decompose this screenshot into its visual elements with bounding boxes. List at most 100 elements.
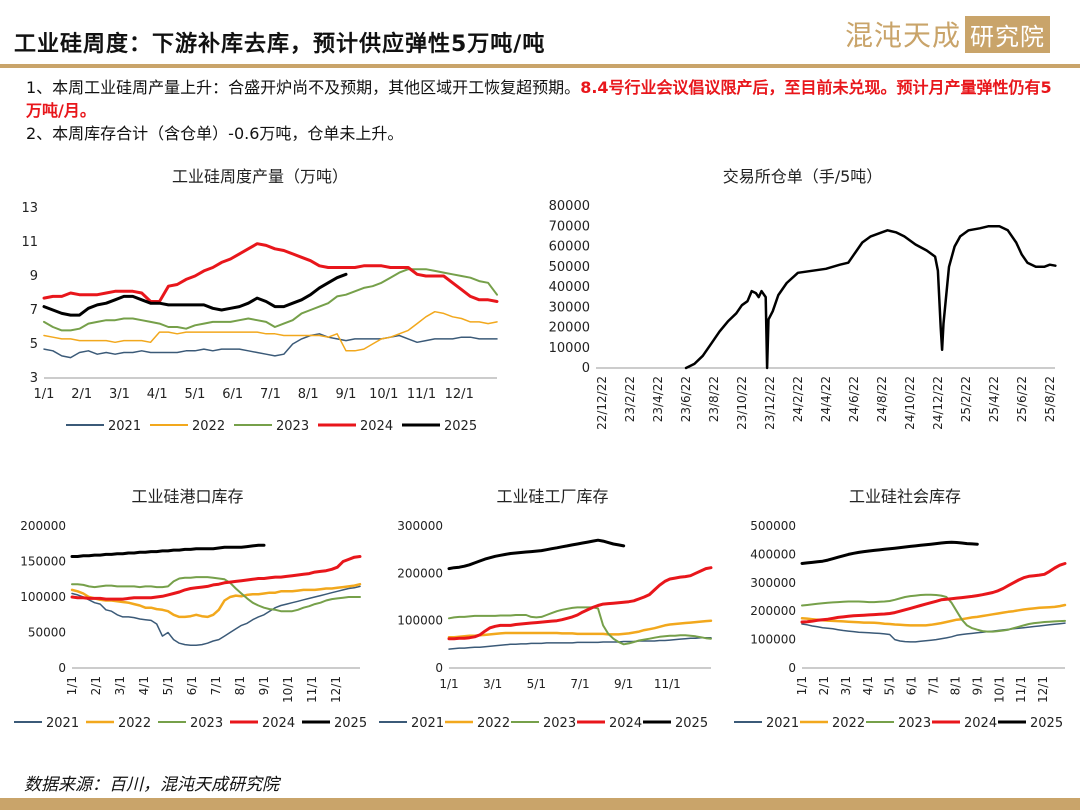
x-tick-label: 24/6/22 (847, 376, 861, 422)
note-line-2: 2、本周库存合计（含仓单）-0.6万吨，仓单未上升。 (26, 124, 404, 143)
x-tick-label: 11/1 (407, 387, 436, 402)
legend-label: 2022 (192, 419, 225, 434)
chart-factory-inventory-svg: 工业硅工厂库存 0 100000 200000 300000 1/1 3/1 5/1 7/1 9/… (379, 487, 713, 731)
series-line-2021 (43, 333, 498, 359)
x-tick-label: 6/1 (222, 387, 243, 402)
x-tick-label: 23/12/22 (763, 376, 777, 430)
series-line-2024 (800, 562, 1067, 624)
legend-label: 2021 (766, 716, 799, 731)
legend-label: 2025 (444, 419, 477, 434)
y-tick-label: 200000 (750, 604, 796, 618)
x-tick-label: 23/8/22 (707, 376, 721, 422)
series-line-2024 (447, 566, 713, 641)
chart-production-svg: 工业硅周度产量（万吨） 3 5 7 9 11 13 1/1 2/1 3/1 4/1 5/1 6/1 7/1… (21, 167, 499, 434)
y-tick-label: 100000 (750, 633, 796, 647)
series-line-2025 (447, 538, 626, 571)
x-tick-label: 7/1 (209, 676, 223, 695)
note-1-highlight: 8.4号行业会议倡议限产后，至目前未兑现。预计月产量弹性仍有5万吨/月。 (26, 78, 1052, 120)
y-tick-label: 70000 (549, 219, 590, 234)
x-tick-label: 24/2/22 (791, 376, 805, 422)
legend-label: 2024 (262, 716, 295, 731)
logo-badge: 研究院 (965, 15, 1051, 53)
x-tick-label: 8/1 (233, 676, 247, 695)
y-tick-label: 9 (30, 269, 38, 284)
series-line-2025 (70, 543, 266, 558)
series-line-2023 (43, 268, 498, 332)
x-tick-label: 11/1 (1014, 676, 1028, 703)
x-tick-label: 8/1 (298, 387, 319, 402)
x-tick-label: 1/1 (34, 387, 55, 402)
y-tick-label: 150000 (20, 555, 66, 569)
series-line-2023 (71, 576, 361, 613)
y-tick-label: 80000 (549, 199, 590, 214)
x-tick-label: 3/1 (113, 676, 127, 695)
x-tick-label: 10/1 (281, 676, 295, 703)
x-tick-label: 24/8/22 (875, 376, 889, 422)
series-line-2022 (800, 603, 1067, 627)
x-tick-label: 2/1 (89, 676, 103, 695)
y-tick-label: 300000 (750, 576, 796, 590)
x-tick-label: 4/1 (147, 387, 168, 402)
series-line-2022 (43, 310, 498, 352)
x-tick-label: 3/1 (109, 387, 130, 402)
y-tick-label: 400000 (750, 547, 796, 561)
legend-label: 2021 (411, 716, 444, 731)
legend-label: 2021 (108, 419, 141, 434)
x-tick-label: 7/1 (927, 676, 941, 695)
y-tick-label: 500000 (750, 519, 796, 533)
y-tick-label: 0 (435, 661, 443, 675)
series-line-2025 (800, 540, 979, 565)
y-tick-label: 11 (21, 235, 38, 250)
series-line-2022 (70, 582, 362, 619)
chart-port-inventory: 工业硅港口库存 0 50000 100000 150000 200000 1/1 2/1 3/1… (0, 480, 375, 742)
y-tick-label: 20000 (549, 321, 590, 336)
y-tick-label: 13 (21, 201, 38, 216)
brand-logo: 混沌天成 研究院 (845, 12, 1063, 56)
y-tick-label: 300000 (397, 519, 443, 533)
x-tick-label: 23/2/22 (623, 376, 637, 422)
x-tick-label: 25/8/22 (1043, 376, 1057, 422)
footer-bar (0, 798, 1080, 810)
legend-label: 2025 (675, 716, 708, 731)
chart-production: 工业硅周度产量（万吨） 3 5 7 9 11 13 1/1 2/1 3/1 4/1 5/1 6/1 7/1… (0, 160, 520, 445)
chart-port-inventory-svg: 工业硅港口库存 0 50000 100000 150000 200000 1/1 2/1 3/1… (14, 487, 367, 731)
x-tick-label: 7/1 (570, 677, 589, 691)
x-tick-label: 25/2/22 (959, 376, 973, 422)
commentary: 1、本周工业硅周产量上升：合盛开炉尚不及预期，其他区域开工恢复超预期。8.4号行… (26, 76, 1066, 145)
x-tick-label: 7/1 (260, 387, 281, 402)
y-tick-label: 0 (788, 661, 796, 675)
y-tick-label: 50000 (549, 260, 590, 275)
x-tick-label: 12/1 (445, 387, 474, 402)
x-tick-label: 10/1 (992, 676, 1006, 703)
series-line-warrants (684, 225, 1057, 370)
x-tick-label: 1/1 (65, 676, 79, 695)
x-tick-label: 24/10/22 (903, 376, 917, 430)
y-tick-label: 10000 (549, 341, 590, 356)
series-line-2022 (447, 619, 713, 639)
x-tick-label: 6/1 (185, 676, 199, 695)
chart-title: 工业硅社会库存 (849, 487, 961, 506)
x-tick-label: 5/1 (185, 387, 206, 402)
y-tick-label: 3 (30, 371, 38, 386)
y-tick-label: 200000 (397, 566, 443, 580)
legend-label: 2023 (543, 716, 576, 731)
y-tick-label: 0 (582, 361, 590, 376)
legend-label: 2023 (898, 716, 931, 731)
header-rule (0, 64, 1080, 68)
x-tick-label: 10/1 (369, 387, 398, 402)
series-line-2024 (42, 242, 499, 303)
x-tick-label: 5/1 (527, 677, 546, 691)
x-tick-label: 23/6/22 (679, 376, 693, 422)
x-tick-label: 5/1 (883, 676, 897, 695)
legend-label: 2023 (190, 716, 223, 731)
x-tick-label: 1/1 (439, 677, 458, 691)
x-tick-label: 9/1 (614, 677, 633, 691)
x-tick-label: 12/1 (1036, 676, 1050, 703)
x-tick-label: 25/4/22 (987, 376, 1001, 422)
series-line-2021 (801, 622, 1066, 643)
x-tick-label: 6/1 (905, 676, 919, 695)
note-1-normal: 1、本周工业硅周产量上升：合盛开炉尚不及预期，其他区域开工恢复超预期。 (26, 78, 581, 97)
chart-title: 工业硅周度产量（万吨） (172, 167, 348, 186)
chart-title: 工业硅港口库存 (131, 487, 243, 506)
x-tick-label: 25/6/22 (1015, 376, 1029, 422)
